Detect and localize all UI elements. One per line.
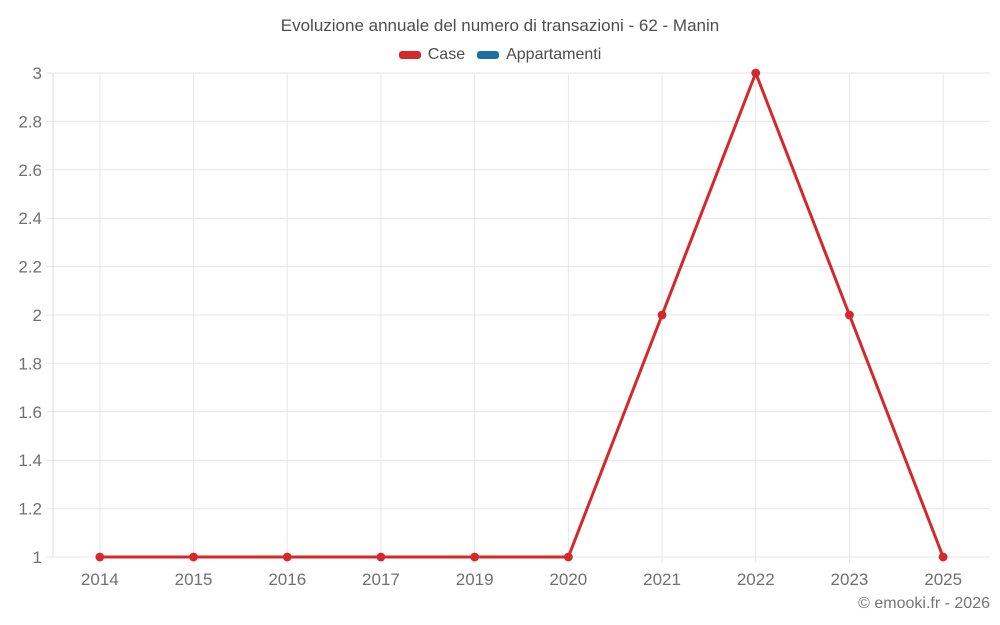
legend-label-appartamenti: Appartamenti [506, 46, 602, 63]
svg-text:1.8: 1.8 [18, 354, 42, 373]
svg-text:2.6: 2.6 [18, 161, 42, 180]
svg-text:2: 2 [33, 306, 42, 325]
chart-title: Evoluzione annuale del numero di transaz… [280, 16, 720, 35]
svg-text:2016: 2016 [268, 570, 306, 589]
svg-text:1.6: 1.6 [18, 403, 42, 422]
svg-text:2021: 2021 [643, 570, 681, 589]
svg-text:2014: 2014 [81, 570, 119, 589]
svg-text:1.4: 1.4 [18, 451, 42, 470]
legend-swatch-appartamenti [477, 51, 500, 59]
x-axis-labels: 2014 2015 2016 2017 2019 2020 2021 2022 2023 2025 [81, 570, 962, 589]
data-point-case-2022 [751, 68, 761, 78]
legend-label-case: Case [427, 46, 466, 63]
svg-text:2019: 2019 [456, 570, 494, 589]
y-gridlines [46, 72, 990, 558]
data-point-case-2017 [376, 552, 386, 562]
data-point-case-2020 [563, 552, 573, 562]
svg-text:2022: 2022 [737, 570, 775, 589]
series-case [95, 68, 948, 562]
svg-text:1: 1 [33, 548, 42, 567]
x-gridlines [99, 73, 944, 563]
data-point-case-2019 [470, 552, 480, 562]
data-point-case-2023 [845, 310, 854, 320]
svg-text:3: 3 [33, 64, 42, 83]
chart-legend: Case Appartamenti [0, 45, 1000, 65]
svg-text:2025: 2025 [924, 570, 962, 589]
svg-text:2.8: 2.8 [18, 112, 42, 131]
svg-text:2020: 2020 [549, 570, 587, 589]
svg-text:2015: 2015 [175, 570, 213, 589]
legend-item-appartamenti[interactable]: Appartamenti [477, 45, 601, 65]
data-point-case-2015 [189, 552, 198, 562]
svg-text:2023: 2023 [831, 570, 869, 589]
svg-text:2.2: 2.2 [18, 258, 42, 277]
y-axis-labels: 1 1.2 1.4 1.6 1.8 2 2.2 2.4 2.6 2.8 3 [18, 64, 42, 567]
data-point-case-2014 [95, 552, 105, 562]
svg-text:2.4: 2.4 [18, 209, 42, 228]
data-point-case-2021 [657, 310, 667, 320]
legend-swatch-case [398, 51, 421, 59]
data-point-case-2016 [282, 552, 292, 562]
svg-text:2017: 2017 [362, 570, 400, 589]
data-point-case-2025 [938, 552, 948, 562]
copyright-footer: © emooki.fr - 2026 [858, 595, 990, 612]
legend-item-case[interactable]: Case [398, 45, 466, 65]
svg-text:1.2: 1.2 [18, 500, 42, 519]
